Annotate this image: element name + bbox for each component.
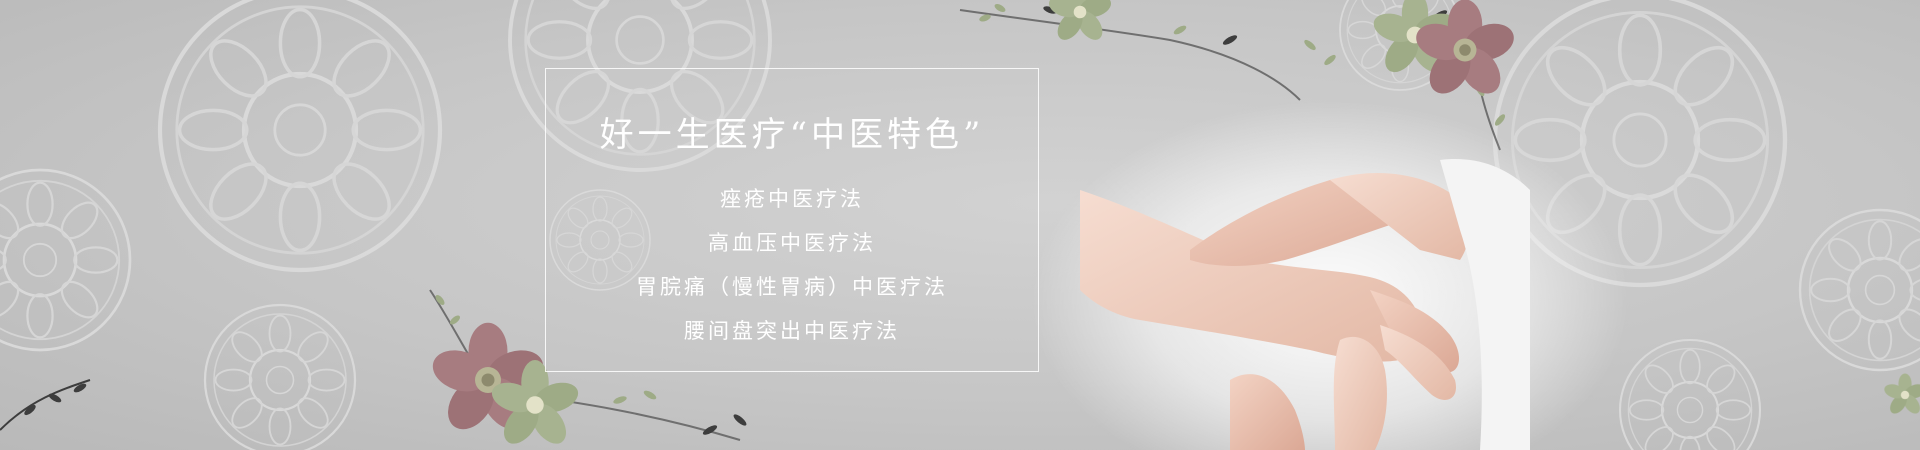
therapy-item[interactable]: 胃脘痛（慢性胃病）中医疗法 <box>546 265 1038 309</box>
feature-text-box: 好一生医疗“中医特色” 痤疮中医疗法 高血压中医疗法 胃脘痛（慢性胃病）中医疗法… <box>545 68 1039 372</box>
hands-pulse-photo <box>1080 150 1530 450</box>
therapy-item[interactable]: 高血压中医疗法 <box>546 221 1038 265</box>
therapy-list: 痤疮中医疗法 高血压中医疗法 胃脘痛（慢性胃病）中医疗法 腰间盘突出中医疗法 <box>546 177 1038 353</box>
therapy-item[interactable]: 腰间盘突出中医疗法 <box>546 309 1038 353</box>
banner-title: 好一生医疗“中医特色” <box>546 107 1038 156</box>
therapy-item[interactable]: 痤疮中医疗法 <box>546 177 1038 221</box>
